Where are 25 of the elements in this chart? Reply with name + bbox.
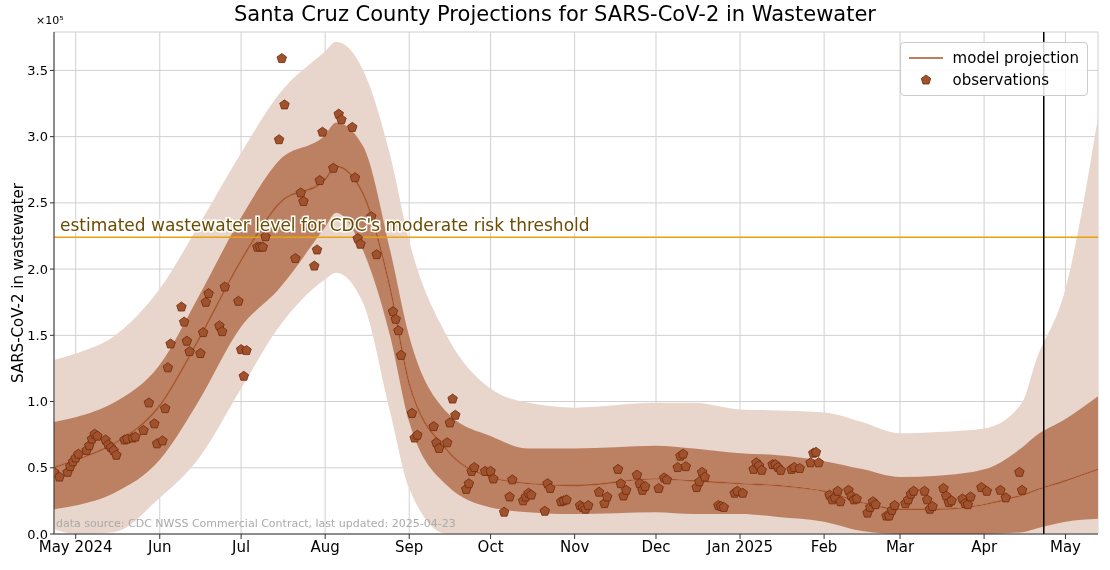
x-tick-label: Mar xyxy=(885,537,916,556)
chart-title: Santa Cruz County Projections for SARS-CoV-2 in Wastewater xyxy=(234,2,876,26)
x-tick-label: Sep xyxy=(395,537,424,556)
y-tick-label: 2.0 xyxy=(27,261,48,277)
x-tick-label: Dec xyxy=(641,537,671,556)
x-tick-label: Feb xyxy=(810,537,838,556)
x-tick-label: Apr xyxy=(971,537,998,556)
y-tick-label: 1.0 xyxy=(27,394,48,410)
y-tick-label: 1.5 xyxy=(27,327,48,343)
x-tick-label: Aug xyxy=(310,537,340,556)
annotation: data source: CDC NWSS Commercial Contract, last updated: 2025-04-23 xyxy=(56,517,456,530)
legend-label: observations xyxy=(952,70,1050,91)
y-tick-label: 2.5 xyxy=(27,195,48,211)
x-tick-label: Nov xyxy=(560,537,590,556)
x-tick-label: Jul xyxy=(231,537,251,556)
text: ×10⁵ xyxy=(36,14,64,27)
x-tick-label: Jan 2025 xyxy=(706,537,774,556)
x-tick-label: May xyxy=(1049,537,1082,556)
x-tick-label: Jun xyxy=(147,537,172,556)
x-tick-label: Oct xyxy=(477,537,504,556)
y-axis-title: SARS-CoV-2 in wastewater xyxy=(9,182,28,383)
y-tick-label: 3.0 xyxy=(27,129,48,145)
legend-label: model projection xyxy=(952,48,1079,69)
y-tick-label: 0.5 xyxy=(27,460,48,476)
y-tick-label: 3.5 xyxy=(27,63,48,79)
